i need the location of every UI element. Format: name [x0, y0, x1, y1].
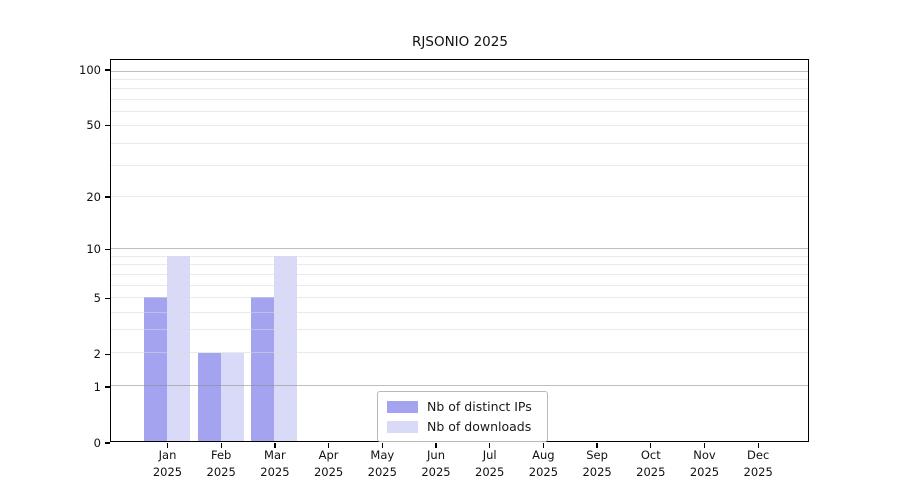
- x-tick-jun: [435, 443, 437, 448]
- y-tick-0: [104, 442, 110, 444]
- x-tick-label-aug: Aug 2025: [528, 448, 559, 479]
- x-tick-label-oct: Oct 2025: [636, 448, 666, 479]
- minor-gridline-30: [111, 165, 808, 167]
- minor-gridline-80: [111, 88, 808, 90]
- minor-gridline-8: [111, 264, 808, 266]
- legend-item-nb-of-distinct-ips: Nb of distinct IPs: [387, 399, 538, 414]
- minor-gridline-6: [111, 284, 808, 286]
- legend-label-nb-of-downloads: Nb of downloads: [427, 419, 532, 434]
- y-tick-label-2: 2: [93, 346, 101, 361]
- y-tick-10: [104, 248, 110, 250]
- plot-area: [110, 59, 809, 442]
- bar-nb-of-downloads-feb: [220, 352, 244, 441]
- y-tick-label-10: 10: [86, 241, 101, 256]
- minor-gridline-5: [111, 296, 808, 298]
- bar-nb-of-distinct-ips-mar: [251, 297, 275, 441]
- y-tick-5: [104, 297, 110, 299]
- y-tick-2: [104, 353, 110, 355]
- legend-swatch-nb-of-downloads: [387, 420, 418, 433]
- major-gridline-10: [111, 248, 808, 250]
- minor-gridline-20: [111, 196, 808, 198]
- x-tick-label-nov: Nov 2025: [689, 448, 720, 479]
- x-tick-feb: [220, 443, 222, 448]
- minor-gridline-60: [111, 111, 808, 112]
- minor-gridline-50: [111, 125, 808, 127]
- legend-swatch-nb-of-distinct-ips: [387, 400, 418, 413]
- minor-gridline-2: [111, 352, 808, 354]
- x-tick-label-apr: Apr 2025: [313, 448, 344, 479]
- minor-gridline-7: [111, 273, 808, 275]
- y-tick-label-5: 5: [93, 290, 101, 305]
- x-tick-oct: [650, 443, 652, 448]
- x-tick-label-feb: Feb 2025: [206, 448, 236, 479]
- legend-label-nb-of-distinct-ips: Nb of distinct IPs: [427, 399, 532, 414]
- y-tick-1: [104, 386, 110, 388]
- bar-nb-of-downloads-mar: [274, 256, 298, 441]
- minor-gridline-40: [111, 142, 808, 144]
- x-tick-nov: [703, 443, 706, 448]
- y-tick-label-20: 20: [86, 189, 101, 204]
- major-gridline-100: [111, 70, 808, 72]
- bar-nb-of-downloads-jan: [167, 256, 190, 441]
- x-tick-label-jan: Jan 2025: [152, 448, 183, 479]
- x-tick-dec: [757, 443, 759, 448]
- x-tick-label-may: May 2025: [367, 448, 397, 479]
- x-tick-label-dec: Dec 2025: [743, 448, 773, 479]
- bar-nb-of-distinct-ips-feb: [197, 352, 221, 441]
- y-tick-50: [104, 124, 110, 127]
- y-tick-label-0: 0: [93, 435, 101, 450]
- y-tick-label-50: 50: [86, 117, 101, 132]
- x-tick-may: [381, 443, 383, 448]
- x-tick-label-jun: Jun 2025: [421, 448, 451, 479]
- y-tick-label-100: 100: [79, 62, 101, 77]
- minor-gridline-70: [111, 98, 808, 100]
- x-tick-apr: [327, 443, 330, 448]
- y-tick-100: [104, 69, 110, 71]
- minor-gridline-3: [111, 329, 808, 331]
- x-tick-sep: [596, 443, 598, 448]
- chart-title: RJSONIO 2025: [412, 34, 508, 50]
- minor-gridline-4: [111, 311, 808, 313]
- x-tick-label-mar: Mar 2025: [260, 448, 290, 479]
- y-tick-label-1: 1: [93, 379, 101, 394]
- x-tick-aug: [542, 443, 545, 448]
- x-tick-label-jul: Jul 2025: [475, 448, 505, 479]
- major-gridline-1: [111, 384, 808, 386]
- x-tick-jan: [166, 443, 169, 448]
- minor-gridline-90: [111, 78, 808, 80]
- legend: Nb of distinct IPs Nb of downloads: [377, 391, 548, 442]
- bar-nb-of-distinct-ips-jan: [144, 297, 167, 441]
- x-tick-mar: [274, 443, 276, 448]
- legend-item-nb-of-downloads: Nb of downloads: [387, 419, 538, 434]
- x-tick-jul: [489, 443, 491, 448]
- x-tick-label-sep: Sep 2025: [582, 448, 612, 479]
- y-tick-20: [104, 196, 110, 198]
- minor-gridline-9: [111, 255, 808, 257]
